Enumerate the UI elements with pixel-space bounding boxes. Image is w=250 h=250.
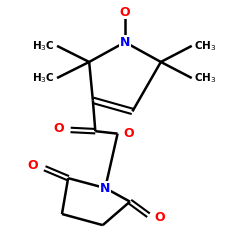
Text: CH$_3$: CH$_3$ [194,39,217,53]
Text: H$_3$C: H$_3$C [32,71,54,85]
Text: CH$_3$: CH$_3$ [194,71,217,85]
Text: N: N [100,182,110,194]
Text: O: O [155,211,165,224]
Text: O: O [120,6,130,18]
Text: O: O [54,122,64,135]
Text: H$_3$C: H$_3$C [32,39,54,53]
Text: O: O [28,159,38,172]
Text: N: N [120,36,130,49]
Text: O: O [123,127,134,140]
